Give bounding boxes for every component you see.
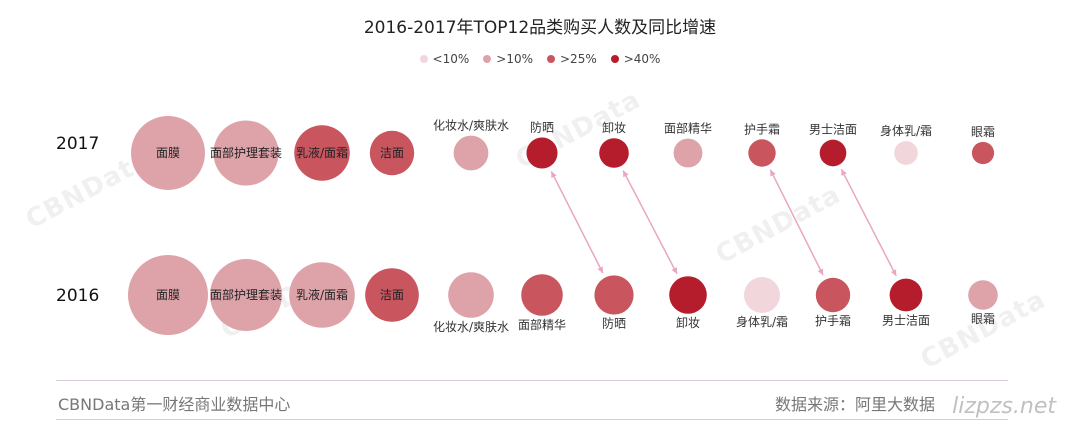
bubble-label-2016-12: 眼霜: [971, 312, 995, 326]
footer-source: 数据来源：阿里大数据: [775, 395, 936, 414]
rank-change-arrow-3: [769, 169, 824, 276]
rank-change-arrow-2: [622, 170, 678, 275]
rank-change-arrow-4: [840, 168, 897, 277]
bubble-label-2017-2: 面部护理套装: [210, 145, 282, 160]
legend: <10% >10% >25% >40%: [0, 52, 1080, 66]
row-label-2017: 2017: [56, 134, 100, 154]
legend-swatch-gt25: [547, 55, 555, 63]
bubble-2016-3[interactable]: [289, 262, 355, 328]
legend-swatch-lt10: [419, 55, 428, 63]
rank-change-arrow-1: [550, 170, 604, 274]
legend-item-gt40[interactable]: >40%: [610, 52, 661, 66]
bubble-label-2016-3: 乳液/面霜: [296, 287, 348, 302]
bubble-label-2017-7: 卸妆: [602, 120, 626, 135]
bubble-label-2016-5: 化妆水/爽肤水: [433, 319, 509, 334]
bubble-label-2016-9: 身体乳/霜: [736, 314, 788, 329]
bubble-label-2017-6: 防晒: [530, 119, 554, 134]
legend-label-gt40: >40%: [623, 52, 661, 66]
bubble-2016-12[interactable]: [968, 280, 998, 310]
bubble-label-2017-4: 洁面: [380, 146, 404, 160]
bubble-label-2016-2: 面部护理套装: [210, 287, 282, 302]
bubble-label-2017-9: 护手霜: [744, 122, 780, 136]
chart-title: 2016-2017年TOP12品类购买人数及同比增速: [363, 18, 717, 38]
legend-label-lt10: <10%: [432, 52, 470, 66]
legend-item-gt10[interactable]: >10%: [483, 52, 533, 66]
bubble-2017-2[interactable]: [213, 120, 279, 186]
bubble-label-2016-6: 面部精华: [518, 317, 566, 332]
bubble-2017-5[interactable]: [453, 135, 489, 171]
legend-item-gt25[interactable]: >25%: [547, 52, 597, 66]
site-watermark: lizpzs.net: [952, 394, 1056, 419]
bubble-label-2017-3: 乳液/面霜: [296, 145, 348, 160]
legend-swatch-gt10: [483, 55, 492, 63]
bubble-2016-7[interactable]: [594, 275, 634, 315]
bubble-label-2017-1: 面膜: [156, 146, 180, 160]
bubble-2017-7[interactable]: [599, 138, 629, 168]
bubble-2017-4[interactable]: [369, 130, 415, 176]
legend-label-gt25: >25%: [560, 52, 597, 66]
bubble-2016-8[interactable]: [669, 276, 707, 314]
bubble-2017-11[interactable]: [894, 141, 918, 165]
footer-divider-bottom: [56, 419, 1008, 420]
bubble-2016-11[interactable]: [889, 278, 923, 312]
bubble-label-2017-5: 化妆水/爽肤水: [433, 118, 509, 133]
bubble-2016-1[interactable]: [128, 255, 208, 335]
bubble-2017-3[interactable]: [294, 125, 350, 181]
bubble-2017-12[interactable]: [971, 141, 995, 165]
bubble-2017-10[interactable]: [819, 139, 847, 167]
row-label-2016: 2016: [56, 286, 100, 306]
bubble-label-2016-10: 护手霜: [815, 314, 851, 328]
bubble-label-2016-4: 洁面: [380, 288, 404, 302]
bubble-2017-9[interactable]: [748, 139, 776, 167]
bubble-2016-5[interactable]: [448, 272, 494, 318]
bubble-label-2016-8: 卸妆: [676, 315, 700, 330]
bubble-2016-6[interactable]: [521, 274, 563, 316]
bubble-label-2016-11: 男士洁面: [882, 313, 930, 327]
legend-swatch-gt40: [610, 55, 619, 63]
legend-label-gt10: >10%: [496, 52, 533, 66]
bubble-2016-4[interactable]: [365, 268, 419, 322]
bubble-label-2017-10: 男士洁面: [809, 123, 857, 137]
bubble-2017-8[interactable]: [673, 138, 703, 168]
bubble-2016-2[interactable]: [210, 259, 282, 331]
legend-item-lt10[interactable]: <10%: [419, 52, 470, 66]
bubble-2017-1[interactable]: [131, 116, 205, 190]
bubble-2016-9[interactable]: [744, 277, 780, 313]
bubble-label-2016-7: 防晒: [602, 316, 626, 331]
bubble-2016-10[interactable]: [815, 277, 851, 313]
bubble-label-2017-11: 身体乳/霜: [880, 123, 932, 138]
bubble-label-2017-8: 面部精华: [664, 121, 712, 136]
bubble-label-2016-1: 面膜: [156, 288, 180, 302]
footer-brand: CBNData第一财经商业数据中心: [58, 395, 291, 414]
bubble-label-2017-12: 眼霜: [971, 125, 995, 139]
bubble-2017-6[interactable]: [526, 137, 558, 169]
footer-divider-top: [56, 380, 1008, 381]
